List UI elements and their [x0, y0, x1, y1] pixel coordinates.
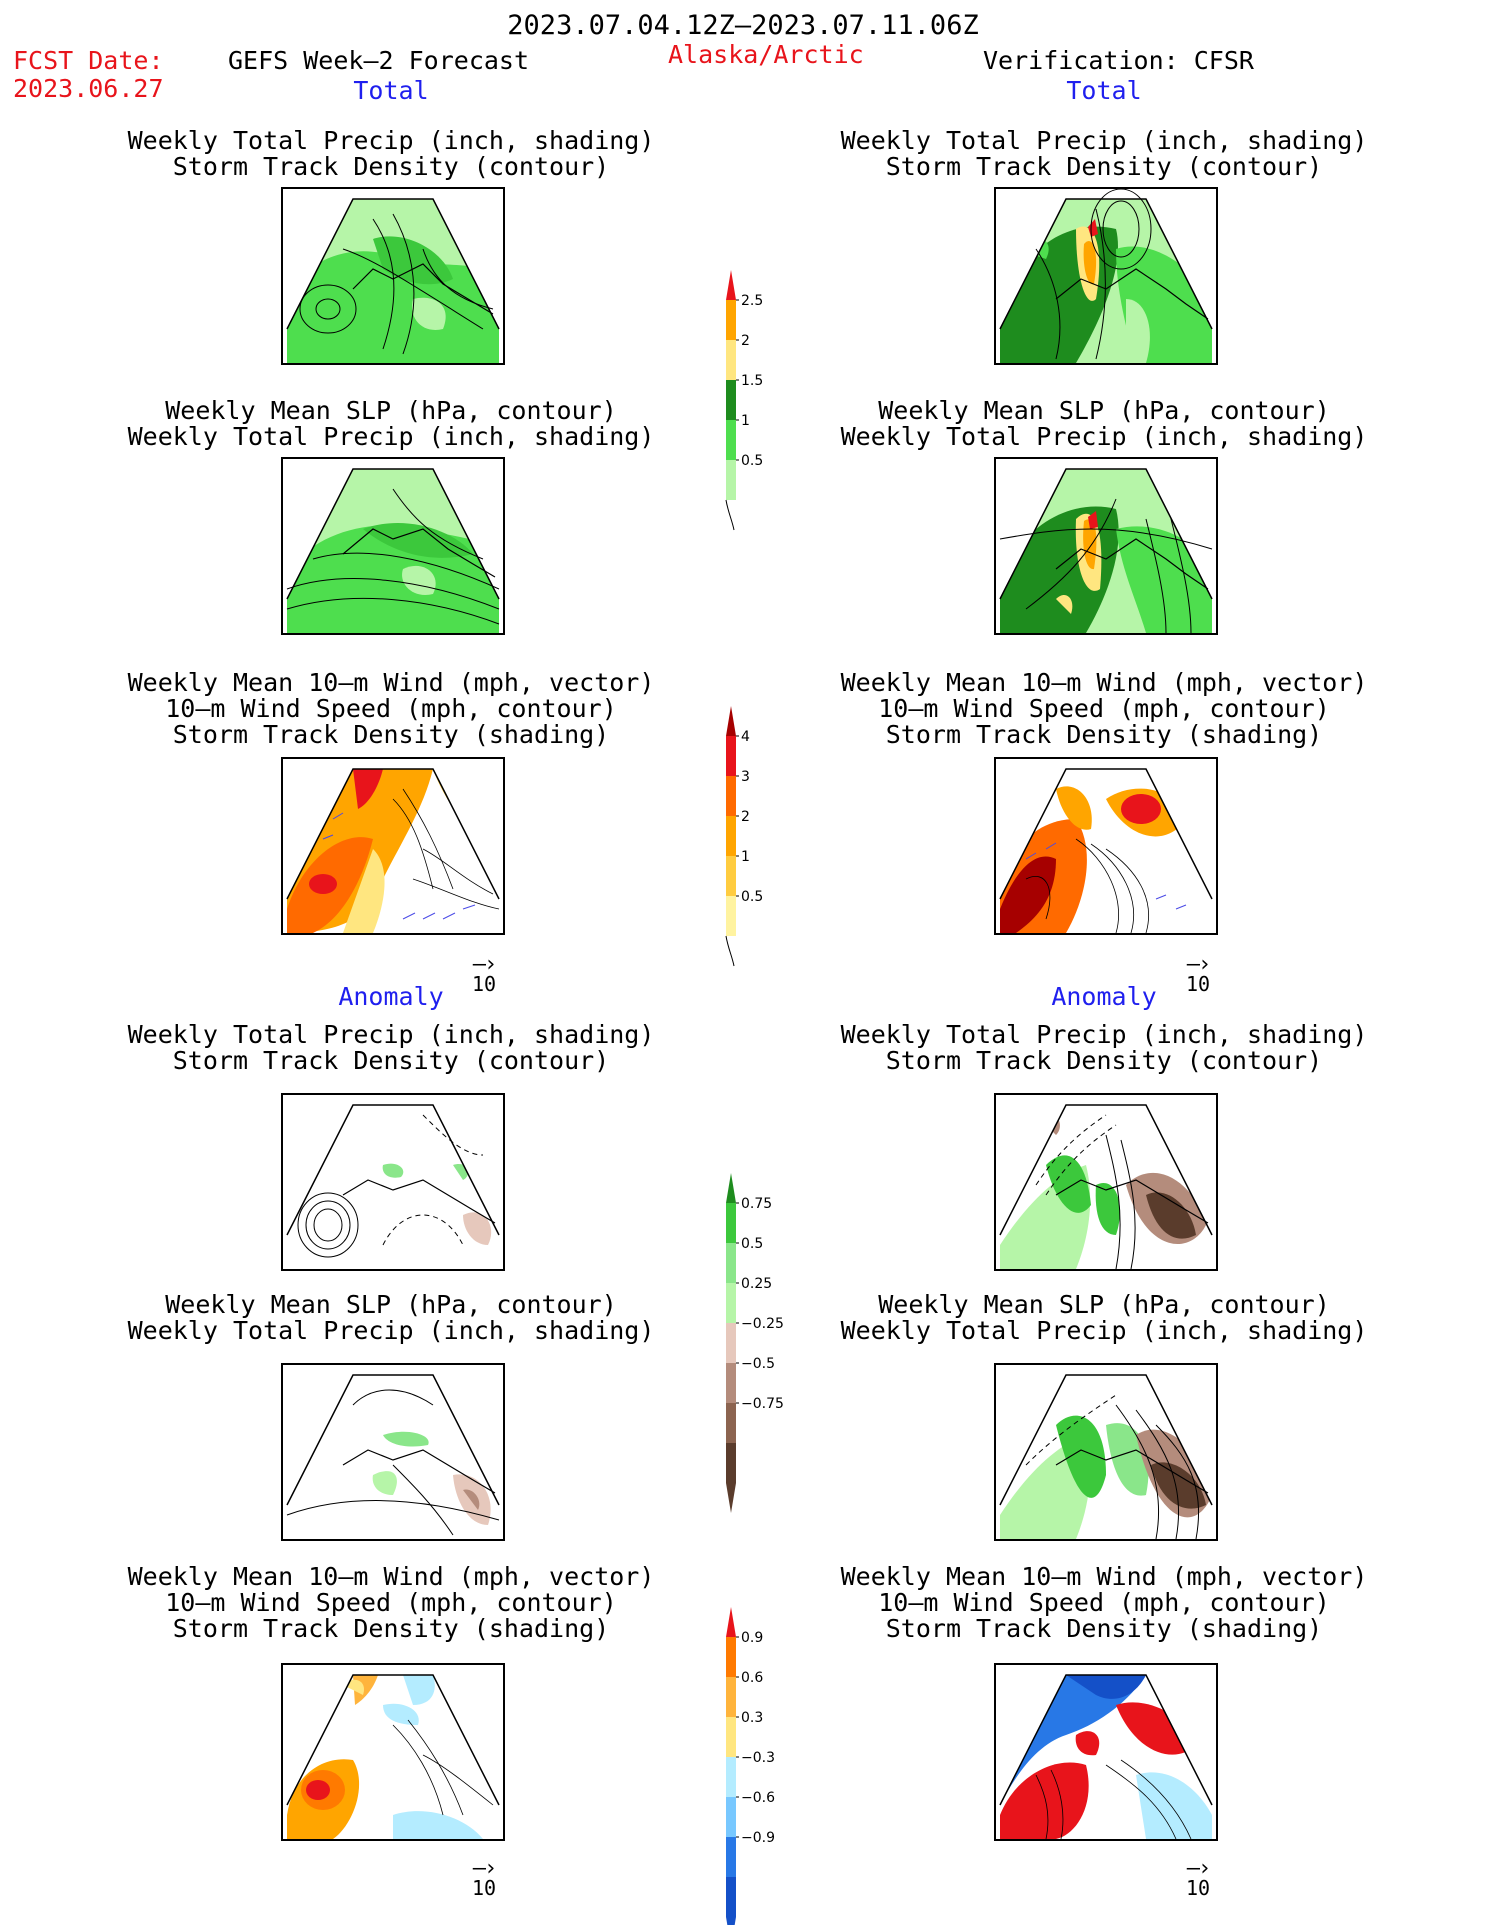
caption-precip-storm-total-verif: Weekly Total Precip (inch, shading) Storm…	[840, 126, 1368, 181]
section-anomaly-left: Anomaly	[338, 982, 444, 1011]
storm_total-label-3: 1	[741, 849, 750, 865]
map-wind-storm-total-forecast	[281, 757, 505, 935]
precip_anom-swatch-5	[726, 1363, 736, 1403]
caption-slp-precip-anom-verif: Weekly Mean SLP (hPa, contour) Weekly Tot…	[840, 1290, 1368, 1345]
precip_total-swatch-0	[726, 270, 736, 300]
storm_total-swatch-0	[726, 706, 736, 736]
precip_anom-swatch-3	[726, 1283, 736, 1323]
fcst-date-value: 2023.06.27	[13, 74, 164, 103]
storm_anom-swatch-3	[726, 1717, 736, 1757]
precip_anom-swatch-2	[726, 1243, 736, 1283]
storm_total-label-4: 0.5	[741, 889, 763, 905]
precip_anom-label-4: −0.5	[741, 1356, 775, 1372]
map-wind-storm-anomaly-verification	[994, 1663, 1218, 1841]
storm_anom-swatch-0	[726, 1607, 736, 1637]
caption-slp-precip-anom-fcst: Weekly Mean SLP (hPa, contour) Weekly Tot…	[127, 1290, 655, 1345]
colorbar-storm-total: 4 3 2 1 0.5	[722, 706, 802, 1000]
precip_anom-label-2: 0.25	[741, 1276, 772, 1292]
precip_anom-swatch-0	[726, 1173, 736, 1203]
verification-title: Verification: CFSR	[983, 46, 1254, 75]
precip_total-swatch-5	[726, 460, 736, 500]
precip_total-swatch-2	[726, 340, 736, 380]
section-anomaly-right: Anomaly	[1051, 982, 1157, 1011]
section-total-left: Total	[353, 76, 429, 105]
caption-precip-storm-anom-verif: Weekly Total Precip (inch, shading) Storm…	[840, 1020, 1368, 1075]
caption-wind-storm-anom-fcst: Weekly Mean 10–m Wind (mph, vector) 10–m …	[127, 1562, 655, 1643]
model-title: GEFS Week–2 Forecast	[228, 46, 530, 75]
precip_anom-swatch-bottom	[726, 1483, 736, 1513]
map-precip-storm-anomaly-forecast	[281, 1093, 505, 1271]
caption-precip-storm-anom-fcst: Weekly Total Precip (inch, shading) Storm…	[127, 1020, 655, 1075]
precip_anom-swatch-7	[726, 1443, 736, 1483]
storm_total-label-0: 4	[741, 729, 750, 745]
vector-ref-anomaly-verification: —› 10	[1185, 1856, 1211, 1901]
precip_anom-swatch-4	[726, 1323, 736, 1363]
precip_total-swatch-1	[726, 300, 736, 340]
fcst-date-label: FCST Date:	[13, 46, 164, 75]
precip_total-swatch-3	[726, 380, 736, 420]
storm_anom-swatch-1	[726, 1637, 736, 1677]
caption-precip-storm-total-fcst: Weekly Total Precip (inch, shading) Storm…	[127, 126, 655, 181]
storm_total-swatch-4	[726, 856, 736, 896]
storm_anom-label-4: −0.6	[741, 1790, 775, 1806]
section-total-right: Total	[1066, 76, 1142, 105]
caption-wind-storm-total-fcst: Weekly Mean 10–m Wind (mph, vector) 10–m …	[127, 668, 655, 749]
map-slp-precip-anomaly-forecast	[281, 1363, 505, 1541]
map-wind-storm-total-verification	[994, 757, 1218, 935]
map-wind-storm-anomaly-forecast	[281, 1663, 505, 1841]
map-slp-precip-total-forecast	[281, 457, 505, 635]
colorbar-precip-total: 2.5 2 1.5 1 0.5	[722, 270, 802, 564]
precip_anom-swatch-1	[726, 1203, 736, 1243]
map-precip-storm-total-forecast	[281, 187, 505, 365]
storm_anom-label-3: −0.3	[741, 1750, 775, 1766]
precip_total-label-4: 0.5	[741, 453, 763, 469]
precip_total-swatch-4	[726, 420, 736, 460]
precip_total-label-2: 1.5	[741, 373, 763, 389]
storm_anom-swatch-6	[726, 1837, 736, 1877]
precip_total-label-0: 2.5	[741, 293, 763, 309]
vector-ref-total-verification: —› 10	[1185, 952, 1211, 997]
storm_total-label-2: 2	[741, 809, 750, 825]
storm_total-label-1: 3	[741, 769, 750, 785]
map-slp-precip-anomaly-verification	[994, 1363, 1218, 1541]
storm_anom-swatch-2	[726, 1677, 736, 1717]
period-title: 2023.07.04.12Z–2023.07.11.06Z	[507, 10, 979, 41]
precip_anom-label-1: 0.5	[741, 1236, 763, 1252]
precip_total-label-1: 2	[741, 333, 750, 349]
precip_anom-label-0: 0.75	[741, 1196, 772, 1212]
storm_anom-swatch-bottom	[726, 1917, 736, 1925]
precip_anom-label-3: −0.25	[741, 1316, 784, 1332]
colorbar-precip-anomaly: 0.75 0.5 0.25 −0.25 −0.5 −0.75	[722, 1173, 802, 1513]
caption-slp-precip-total-verif: Weekly Mean SLP (hPa, contour) Weekly Tot…	[840, 396, 1368, 451]
storm_total-swatch-2	[726, 776, 736, 816]
storm_total-swatch-3	[726, 816, 736, 856]
storm_total-tail	[725, 935, 735, 967]
precip_anom-swatch-6	[726, 1403, 736, 1443]
map-precip-storm-total-verification	[994, 187, 1218, 365]
storm_anom-swatch-7	[726, 1877, 736, 1917]
map-slp-precip-total-verification	[994, 457, 1218, 635]
vector-ref-total-forecast: —› 10	[471, 952, 497, 997]
caption-wind-storm-anom-verif: Weekly Mean 10–m Wind (mph, vector) 10–m …	[840, 1562, 1368, 1643]
storm_anom-label-2: 0.3	[741, 1710, 763, 1726]
precip_anom-label-5: −0.75	[741, 1396, 784, 1412]
vector-ref-anomaly-forecast: —› 10	[471, 1856, 497, 1901]
precip_total-tail	[725, 499, 735, 531]
colorbar-storm-anomaly: 0.9 0.6 0.3 −0.3 −0.6 −0.9	[722, 1607, 802, 1925]
storm_anom-label-1: 0.6	[741, 1670, 763, 1686]
map-precip-storm-anomaly-verification	[994, 1093, 1218, 1271]
storm_anom-swatch-4	[726, 1757, 736, 1797]
precip_total-label-3: 1	[741, 413, 750, 429]
storm_total-swatch-5	[726, 896, 736, 936]
storm_total-swatch-1	[726, 736, 736, 776]
storm_anom-label-0: 0.9	[741, 1630, 763, 1646]
region-title: Alaska/Arctic	[668, 40, 864, 69]
storm_anom-label-5: −0.9	[741, 1830, 775, 1846]
storm_anom-swatch-5	[726, 1797, 736, 1837]
caption-wind-storm-total-verif: Weekly Mean 10–m Wind (mph, vector) 10–m …	[840, 668, 1368, 749]
caption-slp-precip-total-fcst: Weekly Mean SLP (hPa, contour) Weekly Tot…	[127, 396, 655, 451]
